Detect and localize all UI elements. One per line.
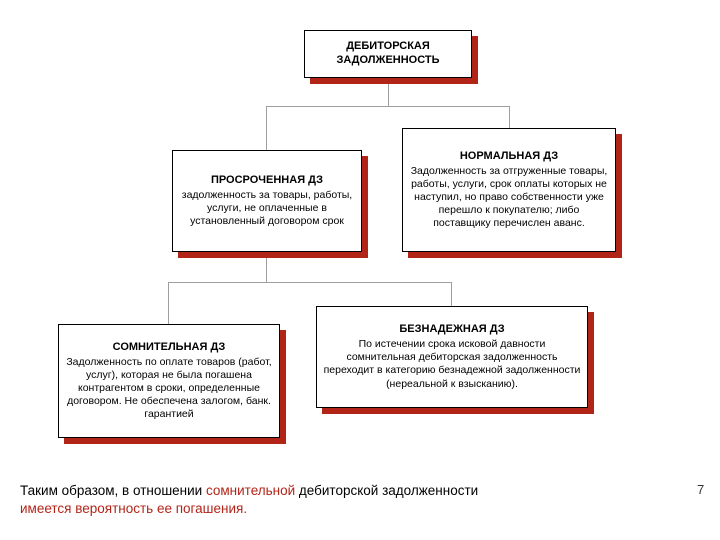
connector-line xyxy=(451,282,452,306)
connector-line xyxy=(168,282,169,324)
footer-accent2: имеется вероятность ее погашения. xyxy=(20,501,247,516)
normal-title: НОРМАЛЬНАЯ ДЗ xyxy=(460,150,558,164)
connector-line xyxy=(388,84,389,106)
footer-mid: дебиторской задолженности xyxy=(295,483,478,498)
connector-line xyxy=(266,258,267,282)
doubtful-desc: Задолженность по оплате товаров (работ, … xyxy=(65,356,273,422)
page-number: 7 xyxy=(697,482,704,497)
doubtful-title: СОМНИТЕЛЬНАЯ ДЗ xyxy=(113,341,226,355)
footer-text: Таким образом, в отношении сомнительной … xyxy=(20,482,690,517)
footer-accent1: сомнительной xyxy=(206,483,295,498)
connector-line xyxy=(266,106,267,150)
box-hopeless: БЕЗНАДЕЖНАЯ ДЗ По истечении срока исково… xyxy=(316,306,588,408)
normal-desc: Задолженность за отгруженные товары, раб… xyxy=(409,165,609,231)
overdue-title: ПРОСРОЧЕННАЯ ДЗ xyxy=(211,174,323,188)
connector-line xyxy=(509,106,510,128)
connector-line xyxy=(168,282,452,283)
box-root: ДЕБИТОРСКАЯЗАДОЛЖЕННОСТЬ xyxy=(304,30,472,78)
hopeless-desc: По истечении срока исковой давности сомн… xyxy=(323,338,581,391)
footer-before: Таким образом, в отношении xyxy=(20,483,206,498)
root-title: ДЕБИТОРСКАЯЗАДОЛЖЕННОСТЬ xyxy=(336,40,439,68)
box-normal: НОРМАЛЬНАЯ ДЗ Задолженность за отгруженн… xyxy=(402,128,616,252)
box-doubtful: СОМНИТЕЛЬНАЯ ДЗ Задолженность по оплате … xyxy=(58,324,280,438)
box-overdue: ПРОСРОЧЕННАЯ ДЗ задолженность за товары,… xyxy=(172,150,362,252)
overdue-desc: задолженность за товары, работы, услуги,… xyxy=(179,189,355,228)
hopeless-title: БЕЗНАДЕЖНАЯ ДЗ xyxy=(399,323,504,337)
connector-line xyxy=(266,106,510,107)
